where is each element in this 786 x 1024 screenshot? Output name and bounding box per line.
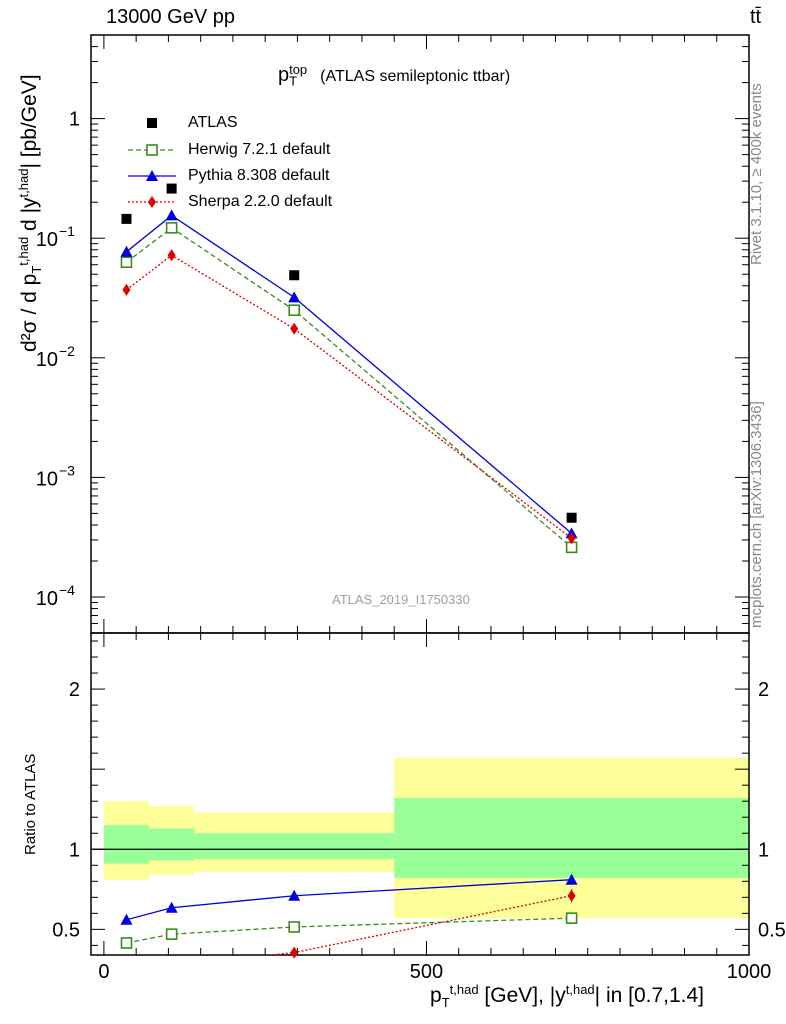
ratio-data-point-0-1 bbox=[165, 928, 178, 940]
ratio-series-line-0 bbox=[126, 917, 572, 944]
chart-title: pTtop (ATLAS semileptonic ttbar) bbox=[278, 62, 510, 89]
top-data-point-1-0 bbox=[120, 256, 133, 268]
top-data-point-0-3 bbox=[566, 512, 577, 523]
top-series-line-3 bbox=[126, 254, 572, 539]
top-data-point-2-0 bbox=[120, 245, 133, 257]
top-y-tick-label-exponent: −3 bbox=[59, 462, 75, 478]
ratio-data-point-0-3 bbox=[565, 912, 578, 924]
title-main: p bbox=[278, 64, 290, 86]
xlabel-rest1: [GeV], |y bbox=[484, 984, 566, 1007]
top-panel-frame bbox=[90, 34, 750, 634]
top-data-point-0-2 bbox=[289, 270, 300, 281]
top-series-line-2 bbox=[126, 214, 573, 534]
xlabel-rest2: | in [0.7,1.4] bbox=[594, 984, 705, 1007]
analysis-watermark: ATLAS_2019_I1750330 bbox=[332, 592, 470, 607]
ratio-data-point-1-0 bbox=[120, 913, 133, 925]
legend-label-atlas: ATLAS bbox=[188, 114, 238, 131]
ratio-data-point-1-2 bbox=[288, 889, 301, 901]
top-data-point-3-2 bbox=[290, 322, 299, 335]
xlabel-p: p bbox=[430, 984, 442, 1007]
legend-marker-2 bbox=[146, 170, 158, 181]
ratio-data-point-0-2 bbox=[288, 921, 301, 933]
uncertainty-band-green-1 bbox=[149, 828, 195, 861]
x-tick-label: 1000 bbox=[727, 961, 772, 983]
legend-label-sherpa: Sherpa 2.2.0 default bbox=[188, 193, 333, 210]
bottom-y-tick-label: 0.5 bbox=[52, 919, 80, 941]
title-sub: T bbox=[289, 73, 298, 89]
legend-label-pythia: Pythia 8.308 default bbox=[188, 167, 330, 184]
top-y-tick-label: 1 bbox=[69, 109, 80, 131]
top-y-tick-label: 10 bbox=[36, 468, 58, 490]
legend-marker-3 bbox=[148, 196, 156, 208]
bottom-y-tick-label: 2 bbox=[69, 679, 80, 701]
header-right: tt̄ bbox=[750, 6, 762, 28]
x-axis-label: pTt,had [GeV], |yt,had| in [0.7,1.4] bbox=[430, 982, 704, 1010]
ratio-series-line-1 bbox=[126, 879, 572, 921]
top-data-point-3-0 bbox=[122, 283, 131, 296]
uncertainty-band-green-2 bbox=[194, 833, 395, 859]
ratio-data-point-1-1 bbox=[165, 901, 178, 913]
top-y-tick-label: 10 bbox=[36, 229, 58, 251]
title-sup: top bbox=[289, 62, 308, 77]
bottom-y-tick-label-right: 0.5 bbox=[758, 919, 786, 941]
top-series-line-1 bbox=[126, 227, 573, 548]
top-data-point-2-1 bbox=[165, 209, 178, 221]
title-rest: (ATLAS semileptonic ttbar) bbox=[320, 68, 511, 85]
top-y-tick-label: 10 bbox=[36, 349, 58, 371]
top-y-tick-label-exponent: −4 bbox=[59, 582, 75, 598]
xlabel-sup: t,had bbox=[449, 982, 479, 997]
xlabel-sub: T bbox=[441, 995, 450, 1011]
ratio-data-point-2-2 bbox=[290, 946, 299, 959]
bottom-y-tick-label-right: 2 bbox=[758, 679, 769, 701]
legend-marker-1 bbox=[146, 144, 158, 156]
legend-label-herwig: Herwig 7.2.1 default bbox=[188, 141, 331, 158]
top-data-point-0-1 bbox=[166, 183, 177, 194]
top-data-point-2-2 bbox=[288, 291, 301, 303]
top-data-point-1-1 bbox=[165, 222, 178, 234]
xlabel-sup2: t,had bbox=[565, 982, 595, 997]
top-data-point-3-3 bbox=[567, 532, 576, 545]
top-y-tick-label: 10 bbox=[36, 588, 58, 610]
uncertainty-band-green-0 bbox=[103, 825, 150, 864]
uncertainty-band-green-3 bbox=[394, 798, 749, 879]
bottom-panel-frame bbox=[90, 632, 750, 956]
bottom-y-tick-label: 1 bbox=[69, 839, 80, 861]
x-tick-label: 500 bbox=[410, 961, 443, 983]
top-data-point-3-1 bbox=[167, 249, 176, 262]
top-y-tick-label-exponent: −2 bbox=[59, 343, 75, 359]
top-y-tick-label-exponent: −1 bbox=[59, 223, 75, 239]
top-data-point-0-0 bbox=[121, 213, 132, 224]
top-data-point-1-2 bbox=[288, 304, 301, 317]
x-tick-label: 0 bbox=[98, 961, 109, 983]
ratio-data-point-0-0 bbox=[120, 937, 133, 949]
bottom-y-tick-label-right: 1 bbox=[758, 839, 769, 861]
legend-marker-0 bbox=[147, 118, 157, 128]
header-left: 13000 GeV pp bbox=[106, 6, 235, 28]
